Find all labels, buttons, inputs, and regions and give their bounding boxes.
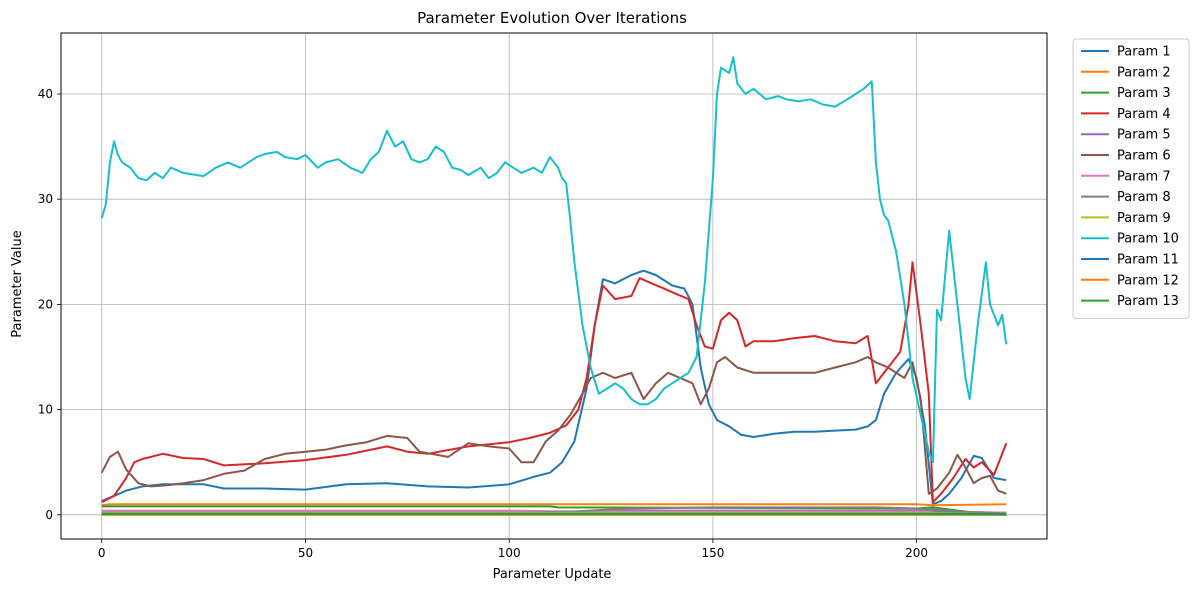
x-tick-label: 0 [98,546,106,560]
x-tick-label: 150 [701,546,724,560]
chart-title: Parameter Evolution Over Iterations [417,9,687,27]
legend-label: Param 4 [1117,107,1171,122]
y-axis-label: Parameter Value [10,230,25,337]
x-tick-label: 100 [498,546,521,560]
x-tick-label: 50 [298,546,313,560]
legend-label: Param 8 [1117,190,1171,205]
legend-label: Param 13 [1117,294,1179,309]
y-tick-label: 30 [38,192,53,206]
legend-label: Param 7 [1117,169,1171,184]
legend-label: Param 11 [1117,253,1179,268]
y-tick-label: 0 [45,508,53,522]
legend-label: Param 2 [1117,65,1171,80]
y-tick-label: 40 [38,87,53,101]
legend-label: Param 1 [1117,45,1171,60]
legend-label: Param 9 [1117,211,1171,226]
legend-label: Param 12 [1117,273,1179,288]
legend-label: Param 6 [1117,149,1171,164]
x-tick-label: 200 [905,546,928,560]
series-line-2 [102,504,1007,505]
x-axis-label: Parameter Update [493,567,612,582]
y-tick-label: 10 [38,403,53,417]
legend-label: Param 3 [1117,86,1171,101]
legend: Param 1 Param 2 Param 3 Param 4 Param 5 Param… [1073,39,1189,318]
legend-label: Param 10 [1117,232,1179,247]
y-tick-label: 20 [38,297,53,311]
legend-label: Param 5 [1117,128,1171,143]
